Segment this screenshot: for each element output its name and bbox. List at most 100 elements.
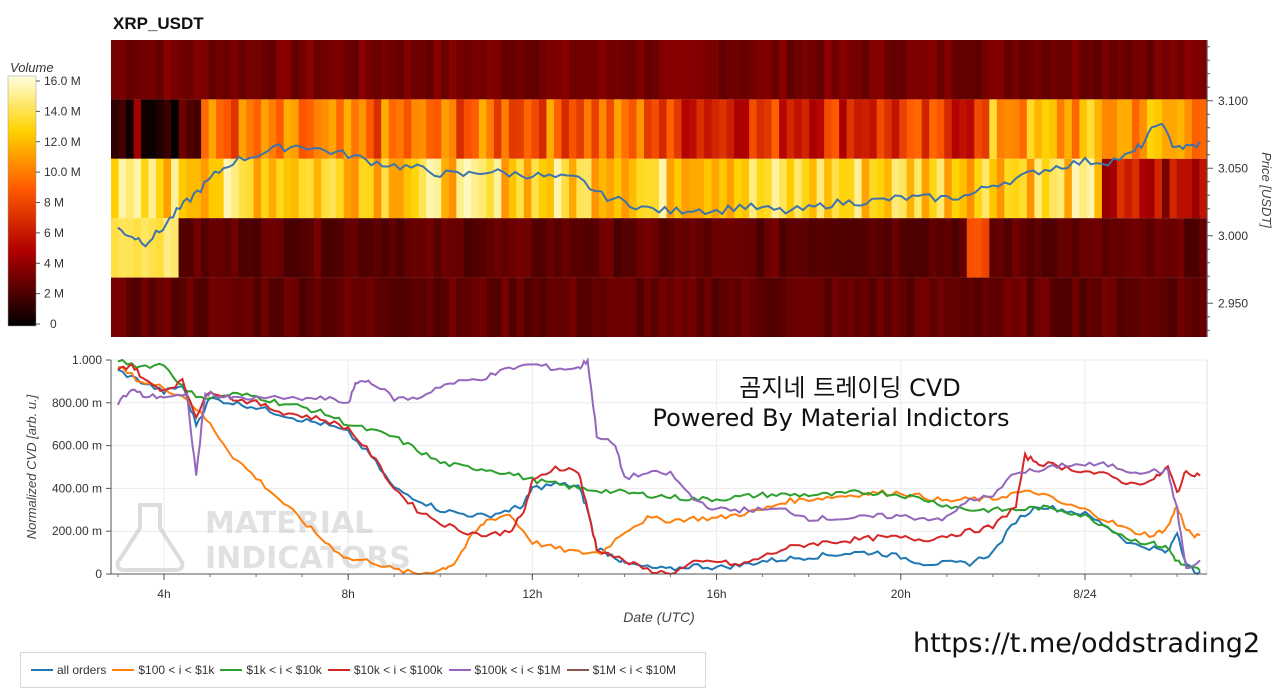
heatmap-cell — [741, 158, 750, 219]
legend-item[interactable]: all orders — [31, 663, 106, 677]
heatmap-cell — [343, 40, 352, 100]
heatmap-cell — [681, 277, 690, 337]
heatmap-cell — [141, 99, 150, 159]
heatmap-cell — [283, 40, 292, 100]
colorbar-tick-label: 8 M — [44, 196, 64, 210]
y-tick-label: 0 — [95, 567, 102, 581]
heatmap-cell — [936, 158, 945, 219]
heatmap-cell — [598, 277, 608, 337]
heatmap-cell — [276, 99, 285, 159]
heatmap-cell — [1094, 99, 1103, 159]
heatmap-cell — [1199, 277, 1208, 337]
heatmap-cell — [538, 40, 547, 100]
heatmap-cell — [1124, 158, 1133, 219]
heatmap-cell — [936, 40, 945, 100]
heatmap-cell — [659, 40, 668, 100]
heatmap-cell — [291, 158, 300, 219]
heatmap-cell — [291, 99, 300, 159]
price-line — [117, 122, 1201, 248]
heatmap-cell — [876, 158, 885, 219]
heatmap-cell — [193, 218, 202, 278]
heatmap-cell — [1116, 277, 1126, 337]
heatmap-cell — [824, 158, 833, 219]
heatmap-cell — [989, 218, 998, 278]
heatmap-cell — [523, 99, 532, 159]
heatmap-cell — [118, 218, 127, 278]
heatmap-cell — [944, 277, 953, 337]
legend-item[interactable]: $1M < i < $10M — [566, 663, 676, 677]
heatmap-cell — [711, 158, 720, 219]
heatmap-cell — [861, 99, 870, 159]
heatmap-cell — [313, 218, 322, 278]
heatmap-cell — [628, 158, 638, 219]
heatmap-cell — [1146, 158, 1156, 219]
x-tick-label: 8/24 — [1073, 587, 1097, 601]
price-axis: 3.100 3.050 3.000 2.950 — [1206, 40, 1248, 337]
heatmap-cell — [471, 99, 480, 159]
heatmap-cell — [854, 277, 863, 337]
heatmap-cell — [306, 40, 315, 100]
heatmap-cell — [373, 218, 382, 278]
heatmap-cell — [328, 99, 337, 159]
heatmap-cell — [261, 158, 270, 219]
heatmap-cell — [178, 99, 187, 159]
price-axis-label: Price [USDT] — [1259, 152, 1274, 228]
heatmap-cell — [186, 40, 195, 100]
heatmap-cell — [546, 158, 555, 219]
heatmap-cell — [696, 218, 705, 278]
heatmap-cell — [516, 277, 525, 337]
heatmap-cell — [351, 40, 360, 100]
legend-item[interactable]: $10k < i < $100k — [327, 663, 443, 677]
heatmap-cell — [906, 158, 915, 219]
heatmap-cell — [1019, 158, 1028, 219]
heatmap-cell — [583, 40, 593, 100]
heatmap-cell — [261, 277, 270, 337]
heatmap-cell — [869, 40, 878, 100]
heatmap-cell — [553, 40, 563, 100]
legend-item[interactable]: $1k < i < $10k — [220, 663, 322, 677]
heatmap-cell — [1139, 40, 1148, 100]
heatmap-cell — [1154, 158, 1163, 219]
heatmap-cell — [411, 218, 420, 278]
heatmap-cell — [336, 158, 345, 219]
heatmap-cell — [411, 99, 420, 159]
heatmap-cell — [726, 277, 735, 337]
heatmap-cell — [914, 158, 923, 219]
heatmap-cell — [336, 277, 345, 337]
heatmap-cell — [441, 99, 450, 159]
heatmap-cell — [1041, 40, 1050, 100]
heatmap-cell — [141, 40, 150, 100]
heatmap-cell — [246, 218, 255, 278]
legend: all orders $100 < i < $1k $1k < i < $10k… — [20, 652, 706, 688]
heatmap-cell — [531, 277, 540, 337]
heatmap-cell — [283, 99, 292, 159]
heatmap-cell — [253, 277, 262, 337]
legend-item[interactable]: $100k < i < $1M — [448, 663, 561, 677]
legend-item[interactable]: $100 < i < $1k — [112, 663, 214, 677]
heatmap-cell — [358, 277, 367, 337]
telegram-link[interactable]: https://t.me/oddstrading2 — [913, 628, 1261, 659]
heatmap-cell — [794, 218, 803, 278]
heatmap-cell — [298, 99, 307, 159]
heatmap-cell — [531, 40, 540, 100]
heatmap-cell — [734, 277, 743, 337]
colorbar-tick-label: 6 M — [44, 226, 64, 240]
heatmap-cell — [403, 277, 412, 337]
legend-swatch — [112, 669, 135, 671]
price-tick-label: 3.100 — [1218, 94, 1248, 108]
heatmap-cell — [891, 218, 900, 278]
heatmap-cell — [734, 158, 743, 219]
heatmap-cell — [336, 40, 345, 100]
heatmap-cell — [1169, 99, 1178, 159]
heatmap-cell — [201, 218, 210, 278]
heatmap-cell — [1124, 40, 1133, 100]
colorbar-label: Volume — [10, 60, 54, 75]
heatmap-cell — [268, 158, 277, 219]
heatmap-cell — [193, 277, 202, 337]
heatmap-cell — [636, 218, 645, 278]
heatmap-cell — [1101, 158, 1111, 219]
heatmap-cell — [831, 158, 840, 219]
heatmap-cell — [1004, 158, 1013, 219]
heatmap-cell — [126, 40, 135, 100]
heatmap-cell — [689, 40, 698, 100]
